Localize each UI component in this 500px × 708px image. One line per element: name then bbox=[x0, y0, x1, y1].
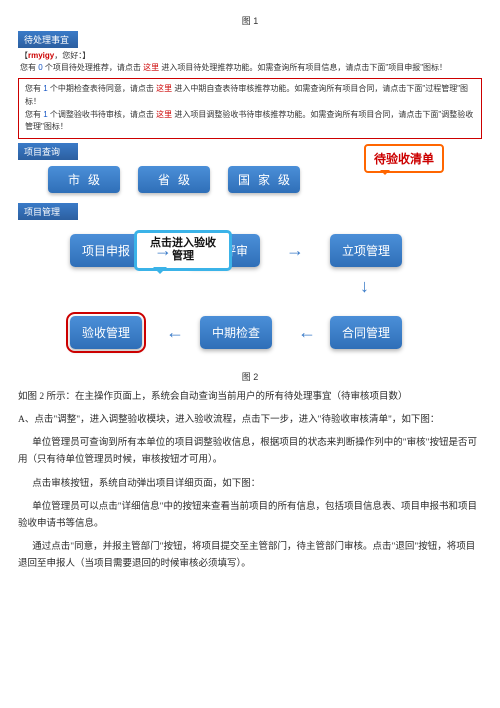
arrow-icon: → bbox=[154, 240, 172, 261]
arrow-icon: ↓ bbox=[360, 276, 369, 297]
callout-pending-list: 待验收清单 bbox=[364, 144, 444, 173]
notice-pre-line: 您有 0 个项目待处理推荐，请点击 这里 进入项目待处理推荐功能。如需查询所有项… bbox=[20, 63, 447, 72]
tab-city[interactable]: 市级 bbox=[48, 166, 120, 193]
para-4: 单位管理员可以点击"详细信息"中的按钮来查看当前项目的所有信息，包括项目信息表、… bbox=[18, 499, 482, 533]
tab-province[interactable]: 省级 bbox=[138, 166, 210, 193]
notice-line-1: 您有 1 个中期检查表待同意，请点击 这里 进入中期自查表待审核推荐功能。如需查… bbox=[25, 83, 475, 109]
flow-diagram: 项目申报 项目评审 立项管理 验收管理 中期检查 合同管理 点击进入验收管理 →… bbox=[18, 226, 482, 366]
tab-national[interactable]: 国家级 bbox=[228, 166, 300, 193]
arrow-icon: → bbox=[286, 240, 304, 261]
username: rmyigy bbox=[28, 51, 54, 60]
para-3: 点击审核按钮，系统自动弹出项目详细页面，如下图： bbox=[18, 476, 482, 493]
para-5: 通过点击"同意，并报主管部门"按钮，将项目提交至主管部门，待主管部门审核。点击"… bbox=[18, 539, 482, 573]
notice-line-2: 您有 1 个调整验收书待审核，请点击 这里 进入项目调整验收书待审核推荐功能。如… bbox=[25, 109, 475, 135]
para-step-a: A、点击"调整"，进入调整验收模块，进入验收流程，点击下一步，进入"待验收审核清… bbox=[18, 412, 482, 429]
flow-apply[interactable]: 项目申报 bbox=[70, 234, 142, 267]
banner-query: 项目查询 bbox=[18, 143, 78, 160]
notice-box: 您有 1 个中期检查表待同意，请点击 这里 进入中期自查表待审核推荐功能。如需查… bbox=[18, 78, 482, 139]
flow-accept[interactable]: 验收管理 bbox=[70, 316, 142, 349]
banner-pending: 待处理事宜 bbox=[18, 31, 78, 48]
flow-contract[interactable]: 合同管理 bbox=[330, 316, 402, 349]
banner-manage: 项目管理 bbox=[18, 203, 78, 220]
arrow-icon: ← bbox=[166, 322, 184, 343]
notice-greeting: 【rmyigy，您好：】 您有 0 个项目待处理推荐，请点击 这里 进入项目待处… bbox=[20, 50, 482, 74]
figure-2-caption: 图 2 bbox=[18, 370, 482, 383]
flow-setup[interactable]: 立项管理 bbox=[330, 234, 402, 267]
para-2: 单位管理员可查询到所有本单位的项目调整验收信息，根据项目的状态来判断操作列中的"… bbox=[18, 435, 482, 469]
para-intro: 如图 2 所示：在主操作页面上，系统会自动查询当前用户的所有待处理事宜（待审核项… bbox=[18, 389, 482, 406]
callout-enter-acceptance: 点击进入验收管理 bbox=[134, 230, 232, 270]
hello-text: ，您好： bbox=[54, 51, 82, 60]
figure-1-caption: 图 1 bbox=[18, 14, 482, 27]
flow-midterm[interactable]: 中期检查 bbox=[200, 316, 272, 349]
arrow-icon: ← bbox=[298, 322, 316, 343]
